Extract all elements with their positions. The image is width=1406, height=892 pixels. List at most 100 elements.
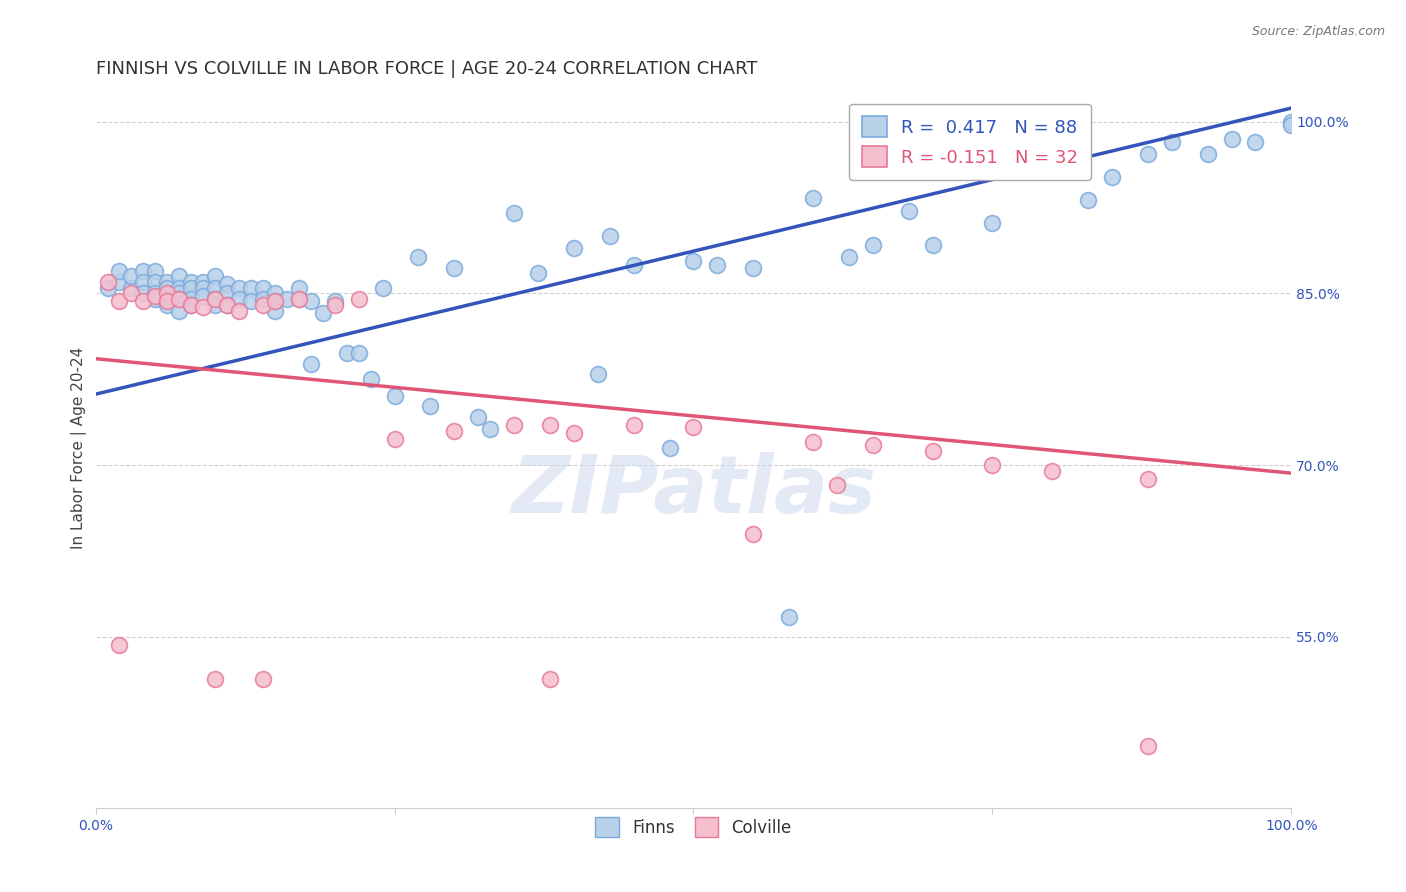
Legend: Finns, Colville: Finns, Colville [589, 811, 799, 843]
Point [288, 281, 311, 295]
Point [217, 298, 239, 312]
Point [204, 672, 226, 686]
Point [169, 292, 191, 306]
Point [1244, 136, 1267, 150]
Point [778, 610, 800, 624]
Point [180, 298, 202, 312]
Point [347, 292, 370, 306]
Point [623, 258, 645, 272]
Point [217, 298, 239, 312]
Point [1279, 118, 1302, 132]
Point [981, 215, 1004, 229]
Point [169, 269, 191, 284]
Text: Source: ZipAtlas.com: Source: ZipAtlas.com [1251, 25, 1385, 38]
Point [132, 263, 155, 277]
Point [264, 286, 287, 301]
Point [682, 254, 704, 268]
Point [252, 281, 274, 295]
Point [527, 266, 550, 280]
Point [562, 426, 585, 441]
Point [120, 269, 142, 284]
Point [240, 281, 263, 295]
Point [193, 281, 215, 295]
Point [981, 458, 1004, 472]
Point [193, 275, 215, 289]
Point [288, 292, 311, 306]
Point [156, 281, 179, 295]
Point [217, 277, 239, 292]
Point [120, 286, 142, 301]
Point [193, 289, 215, 303]
Point [443, 424, 465, 438]
Point [862, 238, 884, 252]
Point [706, 258, 728, 272]
Point [562, 241, 585, 255]
Point [108, 294, 131, 309]
Point [801, 192, 824, 206]
Point [240, 294, 263, 309]
Point [228, 292, 250, 306]
Point [132, 294, 155, 309]
Point [467, 410, 489, 425]
Point [443, 261, 465, 276]
Point [1136, 739, 1159, 753]
Point [658, 441, 681, 455]
Point [801, 435, 824, 450]
Point [156, 286, 179, 301]
Point [143, 275, 166, 289]
Point [204, 292, 226, 306]
Point [132, 275, 155, 289]
Point [838, 250, 860, 264]
Point [143, 292, 166, 306]
Point [276, 292, 298, 306]
Point [156, 298, 179, 312]
Point [419, 399, 441, 413]
Point [169, 303, 191, 318]
Point [921, 238, 943, 252]
Point [120, 281, 142, 295]
Point [586, 367, 609, 381]
Point [1040, 464, 1063, 478]
Point [299, 358, 322, 372]
Point [503, 206, 526, 220]
Point [599, 229, 621, 244]
Point [1040, 158, 1063, 172]
Point [1101, 169, 1123, 184]
Point [371, 281, 394, 295]
Point [264, 294, 287, 309]
Point [742, 526, 765, 541]
Point [538, 418, 561, 433]
Point [96, 281, 118, 295]
Point [252, 672, 274, 686]
Point [193, 300, 215, 314]
Point [347, 346, 370, 360]
Point [180, 298, 202, 312]
Point [217, 286, 239, 301]
Point [108, 275, 131, 289]
Point [252, 292, 274, 306]
Point [204, 298, 226, 312]
Point [742, 261, 765, 276]
Point [360, 372, 382, 386]
Point [1136, 472, 1159, 486]
Point [384, 389, 406, 403]
Point [96, 275, 118, 289]
Point [323, 298, 346, 312]
Point [1197, 146, 1219, 161]
Point [108, 638, 131, 652]
Point [1279, 115, 1302, 129]
Point [479, 421, 502, 435]
Point [132, 286, 155, 301]
Point [299, 294, 322, 309]
Point [264, 303, 287, 318]
Point [180, 292, 202, 306]
Point [288, 292, 311, 306]
Point [538, 672, 561, 686]
Point [228, 281, 250, 295]
Point [623, 418, 645, 433]
Point [156, 292, 179, 306]
Point [180, 281, 202, 295]
Point [312, 306, 335, 320]
Point [204, 269, 226, 284]
Point [180, 275, 202, 289]
